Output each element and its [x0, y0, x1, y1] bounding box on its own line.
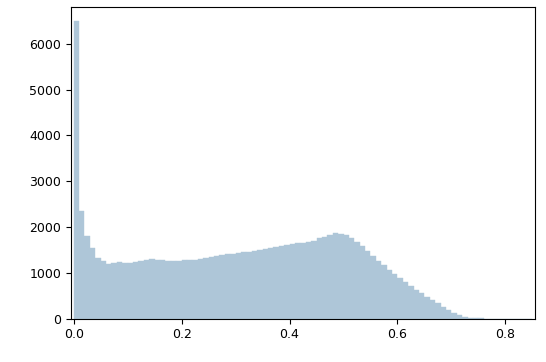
Bar — [117, 262, 122, 319]
Bar — [268, 248, 274, 319]
Bar — [376, 261, 381, 319]
Bar — [306, 242, 311, 319]
Bar — [317, 239, 322, 319]
Bar — [235, 253, 241, 319]
Bar — [85, 236, 90, 319]
Bar — [219, 255, 225, 319]
Bar — [452, 313, 457, 319]
Bar — [381, 265, 387, 319]
Bar — [467, 318, 473, 319]
Bar — [122, 263, 128, 319]
Bar — [203, 258, 209, 319]
Bar — [79, 211, 85, 319]
Bar — [165, 261, 171, 319]
Bar — [246, 252, 252, 319]
Bar — [139, 261, 144, 319]
Bar — [289, 244, 295, 319]
Bar — [209, 257, 214, 319]
Bar — [392, 274, 397, 319]
Bar — [349, 238, 354, 319]
Bar — [257, 250, 263, 319]
Bar — [441, 307, 446, 319]
Bar — [198, 258, 203, 319]
Bar — [387, 270, 392, 319]
Bar — [90, 248, 95, 319]
Bar — [333, 233, 338, 319]
Bar — [354, 242, 360, 319]
Bar — [182, 260, 187, 319]
Bar — [343, 235, 349, 319]
Bar — [295, 244, 300, 319]
Bar — [371, 256, 376, 319]
Bar — [414, 290, 419, 319]
Bar — [100, 261, 106, 319]
Bar — [430, 300, 435, 319]
Bar — [155, 260, 160, 319]
Bar — [149, 259, 155, 319]
Bar — [284, 245, 289, 319]
Bar — [279, 246, 284, 319]
Bar — [74, 21, 79, 319]
Bar — [446, 310, 452, 319]
Bar — [171, 261, 176, 319]
Bar — [424, 297, 430, 319]
Bar — [192, 260, 198, 319]
Bar — [338, 234, 343, 319]
Bar — [327, 235, 333, 319]
Bar — [252, 251, 257, 319]
Bar — [187, 260, 192, 319]
Bar — [397, 278, 403, 319]
Bar — [263, 249, 268, 319]
Bar — [176, 261, 182, 319]
Bar — [106, 264, 111, 319]
Bar — [241, 252, 246, 319]
Bar — [225, 254, 230, 319]
Bar — [322, 237, 327, 319]
Bar — [311, 241, 317, 319]
Bar — [95, 258, 100, 319]
Bar — [365, 251, 371, 319]
Bar — [462, 317, 467, 319]
Bar — [435, 303, 441, 319]
Bar — [419, 293, 424, 319]
Bar — [230, 253, 235, 319]
Bar — [128, 263, 133, 319]
Bar — [144, 260, 149, 319]
Bar — [160, 260, 165, 319]
Bar — [300, 243, 306, 319]
Bar — [408, 286, 414, 319]
Bar — [457, 315, 462, 319]
Bar — [274, 247, 279, 319]
Bar — [133, 262, 139, 319]
Bar — [214, 256, 219, 319]
Bar — [360, 246, 365, 319]
Bar — [403, 282, 408, 319]
Bar — [111, 263, 117, 319]
